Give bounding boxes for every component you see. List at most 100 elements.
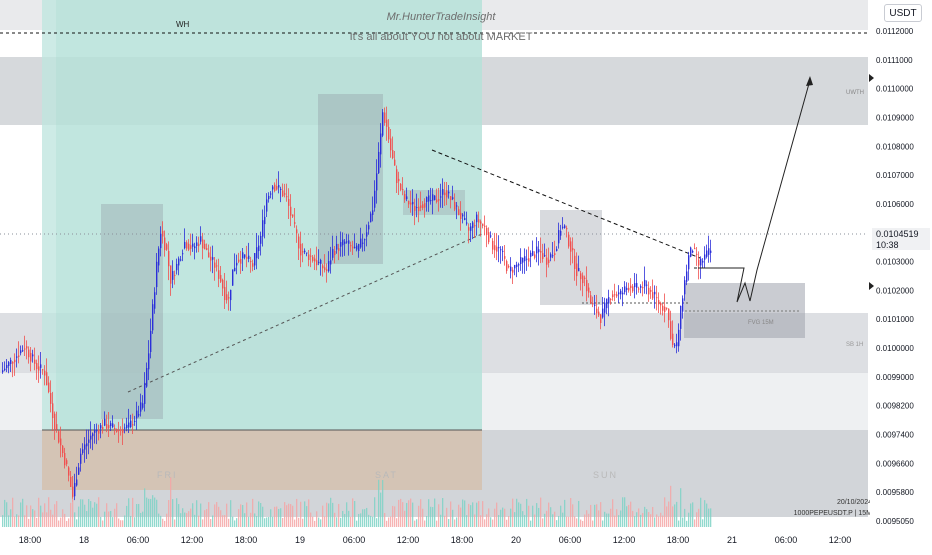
candle-body (166, 244, 168, 250)
candle-body (28, 349, 30, 358)
candle-body (516, 264, 518, 267)
volume-bar (316, 511, 318, 527)
candle-body (252, 263, 254, 267)
candle-body (260, 235, 262, 244)
currency-button[interactable]: USDT (884, 4, 922, 22)
volume-bar (198, 515, 200, 527)
candle-body (284, 193, 286, 195)
time-tick-label: 18:00 (667, 535, 690, 545)
candle-body (114, 427, 116, 430)
candle-body (548, 259, 550, 264)
volume-bar (76, 519, 78, 527)
volume-bar (8, 515, 10, 527)
candle-body (294, 222, 296, 224)
candle-body (488, 232, 490, 243)
candle-body (410, 202, 412, 205)
volume-bar (564, 499, 566, 527)
volume-bar (614, 515, 616, 527)
volume-bar (460, 507, 462, 527)
volume-bar (260, 502, 262, 527)
candle-body (602, 308, 604, 318)
price-axis[interactable] (870, 0, 932, 550)
volume-bar (42, 512, 44, 527)
candle-body (586, 279, 588, 292)
volume-bar (250, 512, 252, 527)
candle-body (232, 269, 234, 286)
candle-body (382, 112, 384, 136)
volume-bar (244, 513, 246, 527)
volume-bar (442, 498, 444, 527)
volume-bar (634, 516, 636, 527)
current-price-tag (872, 228, 930, 250)
volume-bar (444, 515, 446, 527)
volume-bar (476, 502, 478, 527)
candle-body (444, 192, 446, 196)
candle-body (628, 287, 630, 291)
volume-bar (94, 502, 96, 527)
volume-bar (552, 514, 554, 527)
candle-body (490, 235, 492, 237)
volume-bar (28, 518, 30, 527)
volume-bar (466, 515, 468, 527)
candle-body (238, 259, 240, 262)
volume-bar (100, 516, 102, 527)
volume-bar (472, 502, 474, 527)
candle-body (126, 424, 128, 428)
volume-bar (328, 503, 330, 527)
candle-body (50, 392, 52, 404)
volume-bar (456, 517, 458, 527)
volume-bar (148, 498, 150, 527)
range-box-2 (318, 94, 383, 264)
volume-bar (582, 520, 584, 527)
volume-bar (16, 514, 18, 527)
volume-bar (122, 520, 124, 527)
current-price-value: 0.0104519 (876, 229, 919, 239)
time-axis[interactable] (0, 528, 870, 550)
candle-body (448, 191, 450, 194)
candle-body (324, 267, 326, 271)
candle-body (182, 253, 184, 255)
volume-bar (376, 518, 378, 527)
volume-bar (312, 516, 314, 527)
volume-bar (642, 513, 644, 527)
candle-body (68, 467, 70, 476)
volume-bar (108, 511, 110, 527)
volume-bar (266, 517, 268, 527)
candle-body (14, 359, 16, 363)
candle-body (454, 201, 456, 210)
range-box-3 (540, 210, 602, 305)
candle-body (706, 250, 708, 257)
volume-bar (354, 501, 356, 527)
volume-bar (138, 503, 140, 527)
volume-bar (668, 501, 670, 527)
volume-bar (578, 500, 580, 527)
price-tick-label: 0.0099000 (876, 373, 914, 382)
candle-body (566, 227, 568, 230)
candle-body (116, 428, 118, 432)
volume-bar (270, 509, 272, 527)
candle-body (112, 423, 114, 428)
volume-bar (356, 520, 358, 527)
volume-bar (608, 513, 610, 527)
candle-body (180, 259, 182, 261)
candle-body (278, 185, 280, 188)
candle-body (6, 364, 8, 369)
volume-bar (300, 501, 302, 527)
volume-bar (518, 502, 520, 527)
candle-body (262, 220, 264, 237)
candle-body (290, 206, 292, 216)
volume-bar (430, 506, 432, 527)
volume-bar (252, 498, 254, 527)
volume-bar (62, 509, 64, 527)
candle-body (194, 246, 196, 249)
day-fri-label: FRI (157, 470, 178, 480)
volume-bar (332, 502, 334, 527)
candle-body (26, 346, 28, 349)
candle-body (568, 234, 570, 247)
candle-body (310, 255, 312, 257)
volume-bar (194, 514, 196, 527)
candle-body (674, 344, 676, 347)
fvg-box (684, 283, 805, 338)
